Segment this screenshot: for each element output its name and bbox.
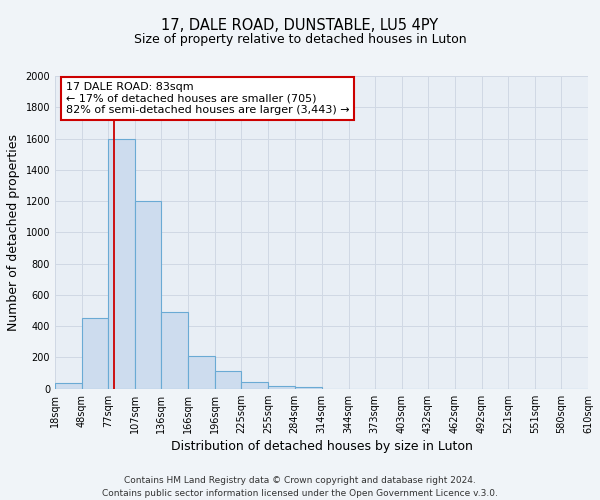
Bar bbox=[215, 371, 241, 389]
Bar bbox=[295, 387, 322, 389]
X-axis label: Distribution of detached houses by size in Luton: Distribution of detached houses by size … bbox=[170, 440, 472, 453]
Bar bbox=[161, 312, 188, 389]
Bar bbox=[55, 384, 82, 389]
Text: 17 DALE ROAD: 83sqm
← 17% of detached houses are smaller (705)
82% of semi-detac: 17 DALE ROAD: 83sqm ← 17% of detached ho… bbox=[65, 82, 349, 116]
Y-axis label: Number of detached properties: Number of detached properties bbox=[7, 134, 20, 331]
Text: Contains HM Land Registry data © Crown copyright and database right 2024.
Contai: Contains HM Land Registry data © Crown c… bbox=[102, 476, 498, 498]
Bar bbox=[268, 386, 295, 389]
Bar bbox=[135, 201, 161, 389]
Text: Size of property relative to detached houses in Luton: Size of property relative to detached ho… bbox=[134, 32, 466, 46]
Bar bbox=[241, 382, 268, 389]
Bar bbox=[108, 138, 135, 389]
Bar bbox=[82, 318, 108, 389]
Bar bbox=[188, 356, 215, 389]
Text: 17, DALE ROAD, DUNSTABLE, LU5 4PY: 17, DALE ROAD, DUNSTABLE, LU5 4PY bbox=[161, 18, 439, 32]
